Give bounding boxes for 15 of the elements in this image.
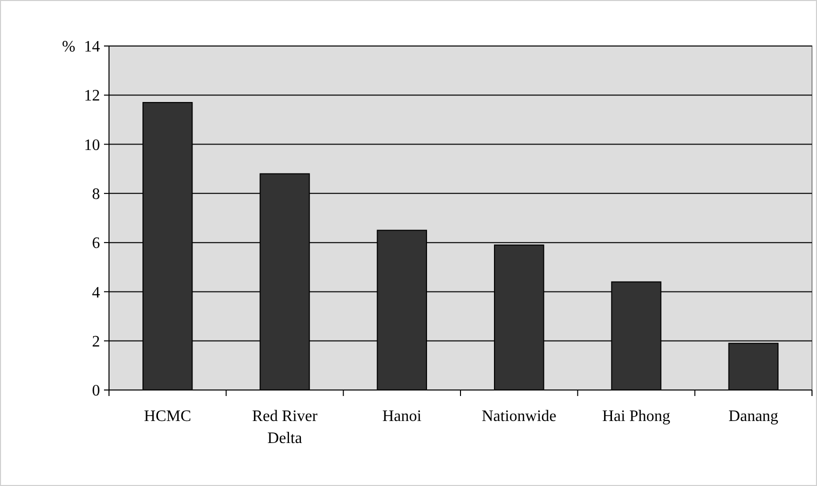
x-tick-label: Hanoi [382,408,422,425]
x-tick-label: Danang [728,408,778,425]
x-tick-label: HCMC [144,408,192,425]
x-tick-label: Nationwide [482,408,556,425]
y-tick-label: 6 [92,235,100,252]
y-tick-label: 12 [84,88,100,105]
x-tick-label: Hai Phong [602,408,670,425]
x-tick-label: Red River Delta [252,408,318,447]
y-tick-label: 10 [84,136,100,154]
y-axis-title: % [62,38,76,56]
y-tick-label: 0 [92,382,100,400]
y-tick-label: 8 [92,186,100,204]
y-tick-label: 14 [84,38,100,56]
y-tick-label: 2 [92,333,100,350]
y-tick-label: 4 [92,284,100,302]
